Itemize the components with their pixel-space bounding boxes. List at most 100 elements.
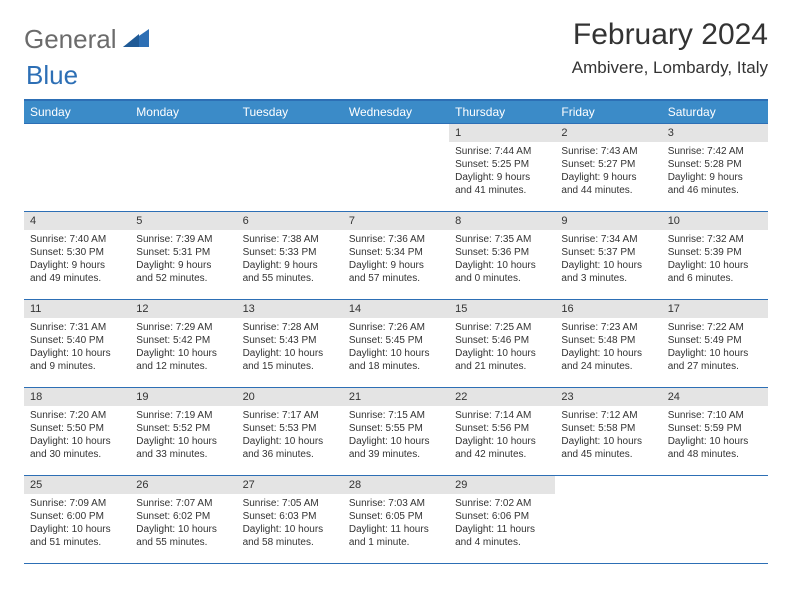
day-number: 22	[449, 388, 555, 406]
title-block: February 2024 Ambivere, Lombardy, Italy	[572, 18, 768, 78]
sunrise-text: Sunrise: 7:38 AM	[243, 233, 337, 246]
day-cell: 3Sunrise: 7:42 AMSunset: 5:28 PMDaylight…	[662, 124, 768, 212]
logo: General	[24, 24, 151, 55]
day-details: Sunrise: 7:35 AMSunset: 5:36 PMDaylight:…	[449, 230, 555, 291]
daylight-text: Daylight: 9 hours	[349, 259, 443, 272]
sunset-text: Sunset: 6:00 PM	[30, 510, 124, 523]
daylight-text: Daylight: 10 hours	[136, 347, 230, 360]
sunrise-text: Sunrise: 7:05 AM	[243, 497, 337, 510]
daylight-text: Daylight: 9 hours	[455, 171, 549, 184]
daylight-text: and 30 minutes.	[30, 448, 124, 461]
daylight-text: and 36 minutes.	[243, 448, 337, 461]
day-cell: 28Sunrise: 7:03 AMSunset: 6:05 PMDayligh…	[343, 476, 449, 564]
daylight-text: Daylight: 10 hours	[455, 259, 549, 272]
sunset-text: Sunset: 5:30 PM	[30, 246, 124, 259]
daylight-text: and 33 minutes.	[136, 448, 230, 461]
daylight-text: Daylight: 11 hours	[349, 523, 443, 536]
day-number: 25	[24, 476, 130, 494]
day-details: Sunrise: 7:07 AMSunset: 6:02 PMDaylight:…	[130, 494, 236, 555]
day-cell: 19Sunrise: 7:19 AMSunset: 5:52 PMDayligh…	[130, 388, 236, 476]
daylight-text: Daylight: 10 hours	[349, 435, 443, 448]
daylight-text: and 18 minutes.	[349, 360, 443, 373]
day-cell: 23Sunrise: 7:12 AMSunset: 5:58 PMDayligh…	[555, 388, 661, 476]
day-details: Sunrise: 7:42 AMSunset: 5:28 PMDaylight:…	[662, 142, 768, 203]
day-number: 18	[24, 388, 130, 406]
daylight-text: and 15 minutes.	[243, 360, 337, 373]
day-number: 26	[130, 476, 236, 494]
day-details: Sunrise: 7:10 AMSunset: 5:59 PMDaylight:…	[662, 406, 768, 467]
day-cell: 8Sunrise: 7:35 AMSunset: 5:36 PMDaylight…	[449, 212, 555, 300]
daylight-text: and 42 minutes.	[455, 448, 549, 461]
day-cell	[237, 124, 343, 212]
day-cell: 4Sunrise: 7:40 AMSunset: 5:30 PMDaylight…	[24, 212, 130, 300]
sunrise-text: Sunrise: 7:32 AM	[668, 233, 762, 246]
day-number: 27	[237, 476, 343, 494]
daylight-text: and 4 minutes.	[455, 536, 549, 549]
daylight-text: and 41 minutes.	[455, 184, 549, 197]
day-cell: 18Sunrise: 7:20 AMSunset: 5:50 PMDayligh…	[24, 388, 130, 476]
daylight-text: and 24 minutes.	[561, 360, 655, 373]
empty-day	[24, 124, 130, 142]
sunrise-text: Sunrise: 7:12 AM	[561, 409, 655, 422]
day-number: 24	[662, 388, 768, 406]
sunset-text: Sunset: 5:56 PM	[455, 422, 549, 435]
sunset-text: Sunset: 5:37 PM	[561, 246, 655, 259]
day-cell: 15Sunrise: 7:25 AMSunset: 5:46 PMDayligh…	[449, 300, 555, 388]
daylight-text: and 46 minutes.	[668, 184, 762, 197]
empty-day	[343, 124, 449, 142]
sunrise-text: Sunrise: 7:09 AM	[30, 497, 124, 510]
day-cell	[555, 476, 661, 564]
daylight-text: and 55 minutes.	[136, 536, 230, 549]
day-cell: 14Sunrise: 7:26 AMSunset: 5:45 PMDayligh…	[343, 300, 449, 388]
day-number: 10	[662, 212, 768, 230]
daylight-text: Daylight: 10 hours	[668, 347, 762, 360]
daylight-text: Daylight: 10 hours	[561, 435, 655, 448]
day-number: 17	[662, 300, 768, 318]
sunset-text: Sunset: 5:45 PM	[349, 334, 443, 347]
sunrise-text: Sunrise: 7:14 AM	[455, 409, 549, 422]
weekday-header: Tuesday	[237, 100, 343, 124]
day-cell: 22Sunrise: 7:14 AMSunset: 5:56 PMDayligh…	[449, 388, 555, 476]
day-cell: 1Sunrise: 7:44 AMSunset: 5:25 PMDaylight…	[449, 124, 555, 212]
day-number: 11	[24, 300, 130, 318]
daylight-text: Daylight: 10 hours	[30, 347, 124, 360]
day-number: 13	[237, 300, 343, 318]
day-number: 16	[555, 300, 661, 318]
daylight-text: Daylight: 10 hours	[243, 523, 337, 536]
day-details: Sunrise: 7:15 AMSunset: 5:55 PMDaylight:…	[343, 406, 449, 467]
empty-day	[237, 124, 343, 142]
daylight-text: Daylight: 10 hours	[136, 435, 230, 448]
day-cell: 9Sunrise: 7:34 AMSunset: 5:37 PMDaylight…	[555, 212, 661, 300]
day-cell: 6Sunrise: 7:38 AMSunset: 5:33 PMDaylight…	[237, 212, 343, 300]
weekday-header: Wednesday	[343, 100, 449, 124]
day-number: 4	[24, 212, 130, 230]
day-details: Sunrise: 7:23 AMSunset: 5:48 PMDaylight:…	[555, 318, 661, 379]
daylight-text: Daylight: 10 hours	[561, 259, 655, 272]
day-details: Sunrise: 7:17 AMSunset: 5:53 PMDaylight:…	[237, 406, 343, 467]
daylight-text: and 48 minutes.	[668, 448, 762, 461]
daylight-text: and 39 minutes.	[349, 448, 443, 461]
day-details: Sunrise: 7:34 AMSunset: 5:37 PMDaylight:…	[555, 230, 661, 291]
day-cell: 13Sunrise: 7:28 AMSunset: 5:43 PMDayligh…	[237, 300, 343, 388]
day-details: Sunrise: 7:26 AMSunset: 5:45 PMDaylight:…	[343, 318, 449, 379]
day-details: Sunrise: 7:29 AMSunset: 5:42 PMDaylight:…	[130, 318, 236, 379]
day-cell: 16Sunrise: 7:23 AMSunset: 5:48 PMDayligh…	[555, 300, 661, 388]
sunrise-text: Sunrise: 7:23 AM	[561, 321, 655, 334]
sunset-text: Sunset: 5:46 PM	[455, 334, 549, 347]
sunrise-text: Sunrise: 7:36 AM	[349, 233, 443, 246]
daylight-text: and 21 minutes.	[455, 360, 549, 373]
daylight-text: and 57 minutes.	[349, 272, 443, 285]
day-cell: 25Sunrise: 7:09 AMSunset: 6:00 PMDayligh…	[24, 476, 130, 564]
day-number: 21	[343, 388, 449, 406]
day-cell	[662, 476, 768, 564]
daylight-text: and 49 minutes.	[30, 272, 124, 285]
sunset-text: Sunset: 5:39 PM	[668, 246, 762, 259]
weekday-header-row: Sunday Monday Tuesday Wednesday Thursday…	[24, 100, 768, 124]
daylight-text: Daylight: 10 hours	[561, 347, 655, 360]
day-cell: 20Sunrise: 7:17 AMSunset: 5:53 PMDayligh…	[237, 388, 343, 476]
day-details: Sunrise: 7:02 AMSunset: 6:06 PMDaylight:…	[449, 494, 555, 555]
day-number: 14	[343, 300, 449, 318]
weekday-header: Monday	[130, 100, 236, 124]
sunset-text: Sunset: 6:02 PM	[136, 510, 230, 523]
sunrise-text: Sunrise: 7:31 AM	[30, 321, 124, 334]
